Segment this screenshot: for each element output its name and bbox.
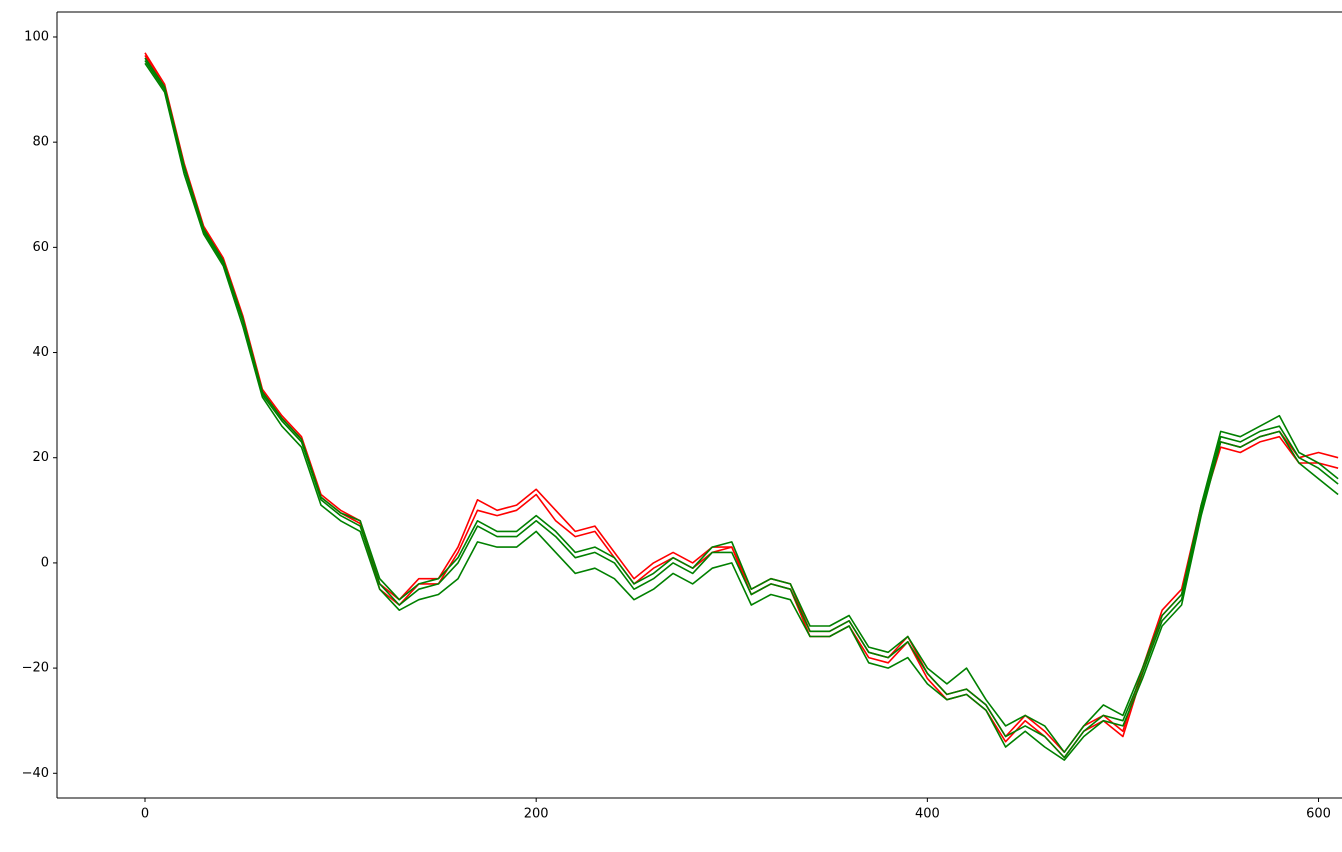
x-tick-label: 200 xyxy=(524,807,549,822)
series-line xyxy=(144,62,1339,761)
x-tick-label: 0 xyxy=(141,807,149,822)
y-tick-label: −40 xyxy=(22,766,49,781)
y-tick-label: 0 xyxy=(41,555,49,570)
y-tick-label: 80 xyxy=(32,135,49,150)
y-tick-label: 100 xyxy=(24,29,49,44)
series-line xyxy=(144,54,1339,759)
series-line xyxy=(144,60,1339,759)
plot-area xyxy=(144,52,1339,761)
y-tick-label: −20 xyxy=(22,661,49,676)
series-line xyxy=(144,52,1339,753)
x-tick-label: 400 xyxy=(915,807,940,822)
y-tick-label: 60 xyxy=(32,240,49,255)
y-tick-label: 40 xyxy=(32,345,49,360)
series-line xyxy=(144,57,1339,753)
y-tick-label: 20 xyxy=(32,450,49,465)
x-tick-label: 600 xyxy=(1306,807,1331,822)
